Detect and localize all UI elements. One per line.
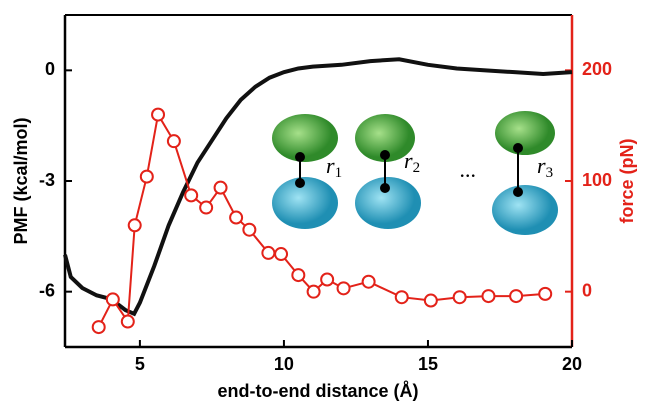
data-point	[199, 200, 214, 215]
data-point	[423, 293, 438, 308]
data-point	[538, 286, 553, 301]
data-point	[361, 274, 376, 289]
y-axis-title: PMF (kcal/mol)	[11, 117, 31, 244]
data-point	[261, 245, 276, 260]
y2-axis-title: force (pN)	[617, 138, 637, 223]
y-tick-label: -6	[39, 280, 55, 300]
x-axis-title: end-to-end distance (Å)	[218, 381, 419, 401]
data-point	[394, 290, 409, 305]
data-point	[166, 134, 181, 149]
data-point	[274, 247, 289, 262]
annotation-text: r	[326, 153, 335, 178]
x-tick-label: 5	[135, 354, 145, 374]
data-point	[139, 169, 154, 184]
inset-molecules	[272, 111, 558, 235]
data-point	[120, 314, 135, 329]
annotation-text: ...	[460, 157, 477, 182]
x-tick-label: 20	[562, 354, 582, 374]
x-tick-label: 15	[418, 354, 438, 374]
annotation-text: r	[537, 153, 546, 178]
y2-tick-label: 200	[582, 59, 612, 79]
data-point	[105, 292, 120, 307]
data-point	[336, 281, 351, 296]
y2-tick-label: 0	[582, 280, 592, 300]
annotation: r1	[326, 153, 342, 181]
data-point	[320, 272, 335, 287]
data-point	[229, 210, 244, 225]
x-tick-label: 10	[274, 354, 294, 374]
annotation: r3	[537, 153, 553, 181]
data-point	[481, 289, 496, 304]
data-point	[291, 268, 306, 283]
data-point	[184, 188, 199, 203]
data-point	[213, 180, 228, 195]
data-point	[127, 218, 142, 233]
annotation-text: r	[404, 148, 413, 173]
annotation-subscript: 3	[546, 165, 554, 181]
data-point	[306, 284, 321, 299]
annotation-subscript: 2	[413, 160, 421, 176]
annotation: r2	[404, 148, 420, 176]
data-point	[509, 289, 524, 304]
annotation: ...	[460, 157, 477, 182]
data-point	[151, 107, 166, 122]
data-point	[452, 290, 467, 305]
data-point	[242, 222, 257, 237]
y-tick-label: 0	[45, 59, 55, 79]
series-line	[63, 57, 573, 317]
annotation-subscript: 1	[335, 165, 343, 181]
y-tick-label: -3	[39, 170, 55, 190]
data-point	[91, 320, 106, 335]
y2-tick-label: 100	[582, 170, 612, 190]
